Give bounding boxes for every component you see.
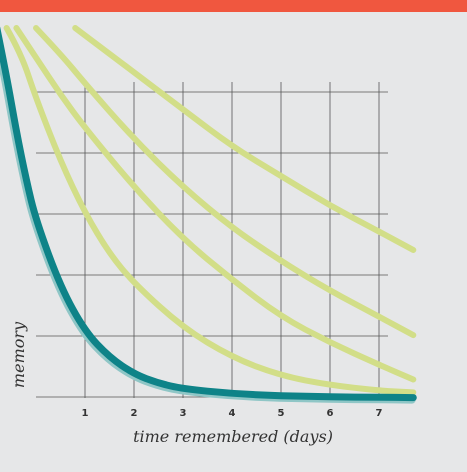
series-line-3 xyxy=(13,25,417,383)
x-tick-label: 4 xyxy=(229,408,236,419)
x-tick-label: 3 xyxy=(180,408,187,419)
series-line-2 xyxy=(33,25,417,339)
x-tick-labels: 1 2 3 4 5 6 7 xyxy=(82,408,383,419)
series-line-1 xyxy=(72,25,417,253)
top-accent-bar xyxy=(0,0,467,12)
x-tick-label: 6 xyxy=(327,408,334,419)
x-tick-label: 1 xyxy=(82,408,89,419)
x-tick-label: 2 xyxy=(131,408,138,419)
series-line-5 xyxy=(0,26,417,402)
horizontal-grid xyxy=(36,91,388,398)
x-axis-title: time remembered (days) xyxy=(133,427,333,446)
y-axis-title: memory xyxy=(9,321,28,388)
x-tick-label: 5 xyxy=(278,408,285,419)
x-tick-label: 7 xyxy=(376,408,383,419)
series-layer xyxy=(0,25,417,404)
series-line-4 xyxy=(3,25,417,396)
